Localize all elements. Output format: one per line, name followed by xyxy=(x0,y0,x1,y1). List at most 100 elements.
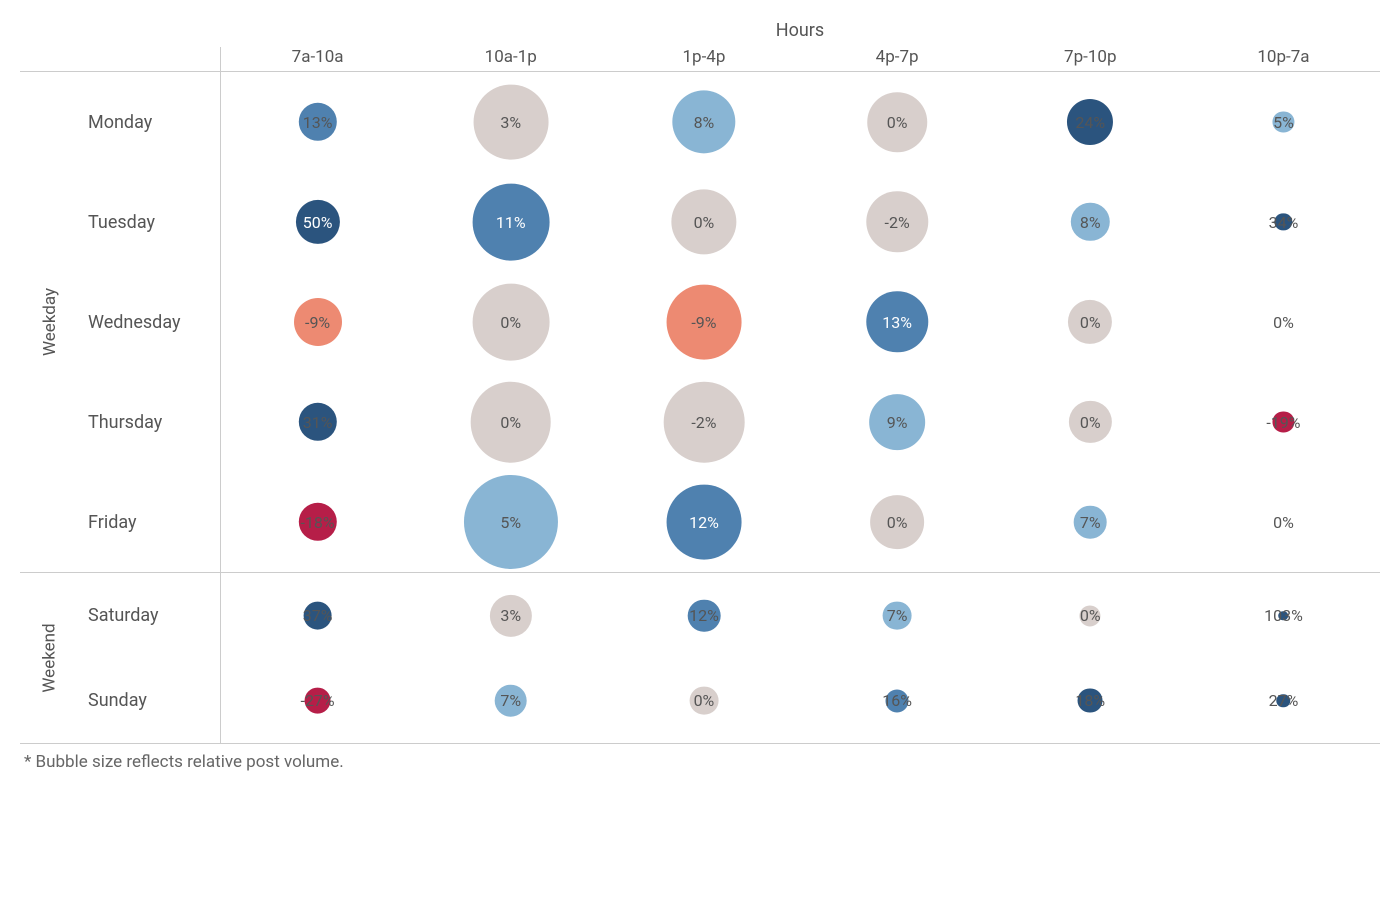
cells: -9% 0% -9% 13% 0% 0% xyxy=(220,272,1380,372)
section-label: Weekday xyxy=(20,72,80,572)
cell-value: 12% xyxy=(689,606,719,625)
cell: 0% xyxy=(607,172,800,272)
cell-value: 0% xyxy=(694,691,715,710)
bubble-grid-chart: Hours 7a-10a10a-1p1p-4p4p-7p7p-10p10p-7a… xyxy=(20,20,1380,772)
spacer xyxy=(80,47,220,71)
cell: 0% xyxy=(607,658,800,743)
day-label: Friday xyxy=(80,512,220,533)
cell-value: 12% xyxy=(689,513,719,532)
cell-value: 0% xyxy=(887,513,908,532)
cell-value: 0% xyxy=(1080,413,1101,432)
cell: -2% xyxy=(607,372,800,472)
section-label: Weekend xyxy=(20,573,80,743)
cell: 9% xyxy=(801,372,994,472)
cell: 0% xyxy=(994,372,1187,472)
cell: 31% xyxy=(221,372,414,472)
cell: 34% xyxy=(1187,172,1380,272)
cell-value: 24% xyxy=(1075,113,1105,132)
cell-value: -2% xyxy=(885,213,910,232)
cell-value: 0% xyxy=(1273,313,1294,332)
rows-container: Saturday37%3%12%7%0%103%Sunday-27%7%0%16… xyxy=(80,573,1380,743)
cell: 8% xyxy=(994,172,1187,272)
cells: -27%7%0%16%18%27% xyxy=(220,658,1380,743)
cell: 16% xyxy=(801,658,994,743)
cell-value: 0% xyxy=(1080,313,1101,332)
column-header: 4p-7p xyxy=(801,47,994,71)
data-row: Wednesday-9%0%-9%13%0%0% xyxy=(80,272,1380,372)
cell-value: 11% xyxy=(496,213,526,232)
data-row: Thursday31%0%-2%9%0%-19% xyxy=(80,372,1380,472)
cell-value: 8% xyxy=(1080,213,1101,232)
cell: 0% xyxy=(1187,272,1380,372)
cell-value: 0% xyxy=(887,113,908,132)
cell: 5% xyxy=(1187,72,1380,172)
cell-value: -9% xyxy=(691,313,716,332)
cell: 0% xyxy=(801,472,994,572)
cell-value: 0% xyxy=(500,313,521,332)
cell-value: 0% xyxy=(1080,606,1101,625)
data-row: Friday -18% 5% 12% 0% 7% 0% xyxy=(80,472,1380,572)
data-row: Sunday-27%7%0%16%18%27% xyxy=(80,658,1380,743)
column-header: 1p-4p xyxy=(607,47,800,71)
cell: 7% xyxy=(414,658,607,743)
cell-value: 13% xyxy=(303,113,333,132)
cell-value: 34% xyxy=(1269,213,1299,232)
cell-value: 0% xyxy=(1273,513,1294,532)
footnote: * Bubble size reflects relative post vol… xyxy=(20,744,1380,772)
cell-value: 5% xyxy=(500,513,521,532)
cell: 12% xyxy=(607,472,800,572)
column-header: 10p-7a xyxy=(1187,47,1380,71)
rows-container: Monday 13% 3% 8% 0% 24% 5% Tuesday 50% 11% 0% -2% 8%… xyxy=(80,72,1380,572)
cell-value: 31% xyxy=(303,413,333,432)
cell: 0% xyxy=(1187,472,1380,572)
cell-value: -27% xyxy=(301,691,335,710)
section: WeekdayMonday 13% 3% 8% 0% 24% 5% Tuesday 50% 11%… xyxy=(20,72,1380,573)
cell-value: 7% xyxy=(887,606,908,625)
cell: 0% xyxy=(414,372,607,472)
cell-value: 50% xyxy=(303,213,333,232)
cell: 103% xyxy=(1187,573,1380,658)
cell: 0% xyxy=(414,272,607,372)
chart-title: Hours xyxy=(220,20,1380,41)
cell: 3% xyxy=(414,72,607,172)
day-label: Tuesday xyxy=(80,212,220,233)
spacer xyxy=(20,47,80,71)
day-label: Thursday xyxy=(80,412,220,433)
column-header: 7p-10p xyxy=(994,47,1187,71)
cell: -2% xyxy=(801,172,994,272)
cells: 31%0%-2%9%0%-19% xyxy=(220,372,1380,472)
cell: 13% xyxy=(221,72,414,172)
cells: 37% 3% 12% 7% 0% 103% xyxy=(220,573,1380,658)
cell: 3% xyxy=(414,573,607,658)
cell: -9% xyxy=(607,272,800,372)
cell-value: 5% xyxy=(1273,113,1294,132)
cell-value: 7% xyxy=(500,691,521,710)
cell-value: 37% xyxy=(303,606,333,625)
cell: 37% xyxy=(221,573,414,658)
cell-value: 0% xyxy=(694,213,715,232)
cell-value: 3% xyxy=(500,606,521,625)
cell: 0% xyxy=(994,573,1187,658)
cell: 5% xyxy=(414,472,607,572)
cell: 0% xyxy=(994,272,1187,372)
cell-value: 27% xyxy=(1269,691,1299,710)
column-header-row: 7a-10a10a-1p1p-4p4p-7p7p-10p10p-7a xyxy=(20,47,1380,72)
cell: 12% xyxy=(607,573,800,658)
data-row: Monday 13% 3% 8% 0% 24% 5% xyxy=(80,72,1380,172)
cell-value: -18% xyxy=(301,513,335,532)
cell-value: 0% xyxy=(500,413,521,432)
cell-value: 13% xyxy=(882,313,912,332)
column-header: 7a-10a xyxy=(221,47,414,71)
day-label: Monday xyxy=(80,112,220,133)
cell: 50% xyxy=(221,172,414,272)
cell: 7% xyxy=(801,573,994,658)
cell-value: 16% xyxy=(882,691,912,710)
cell-value: -9% xyxy=(305,313,330,332)
cell: 27% xyxy=(1187,658,1380,743)
cells: 13% 3% 8% 0% 24% 5% xyxy=(220,72,1380,172)
cell: 7% xyxy=(994,472,1187,572)
cell: 8% xyxy=(607,72,800,172)
section: WeekendSaturday37%3%12%7%0%103%Sunday-27… xyxy=(20,573,1380,744)
cell: 13% xyxy=(801,272,994,372)
cell-value: 8% xyxy=(694,113,715,132)
